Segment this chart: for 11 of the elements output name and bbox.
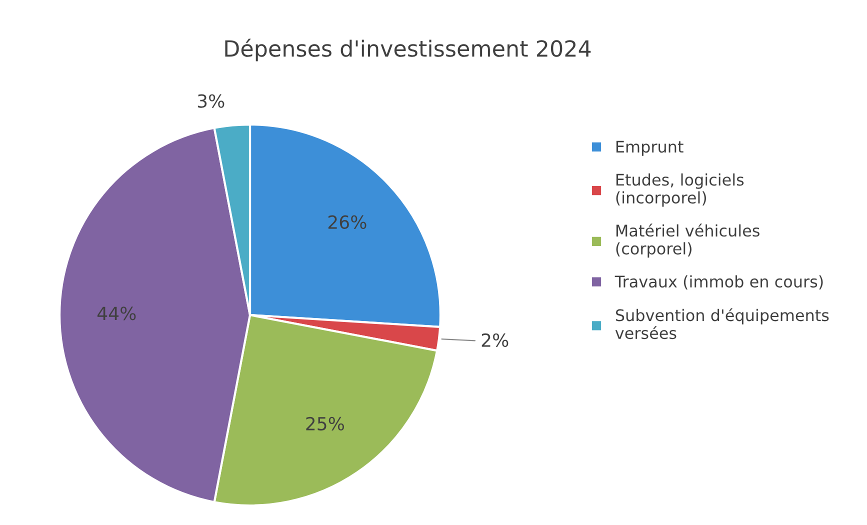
legend-label: Travaux (immob en cours) — [614, 275, 823, 290]
chart-title: Dépenses d'investissement 2024 — [225, 38, 591, 62]
data-label: 25% — [306, 416, 344, 431]
data-label: 3% — [198, 94, 224, 108]
data-label: 26% — [328, 215, 366, 229]
legend-label: Subvention d'équipements versées — [615, 308, 829, 340]
legend-label: Emprunt — [616, 140, 684, 156]
legend-label: Matériel véhicules (corporel) — [616, 224, 760, 258]
legend-label: Etudes, logiciels (incorporel) — [616, 173, 744, 207]
data-label: 44% — [97, 306, 136, 320]
data-label: 2% — [482, 333, 508, 347]
